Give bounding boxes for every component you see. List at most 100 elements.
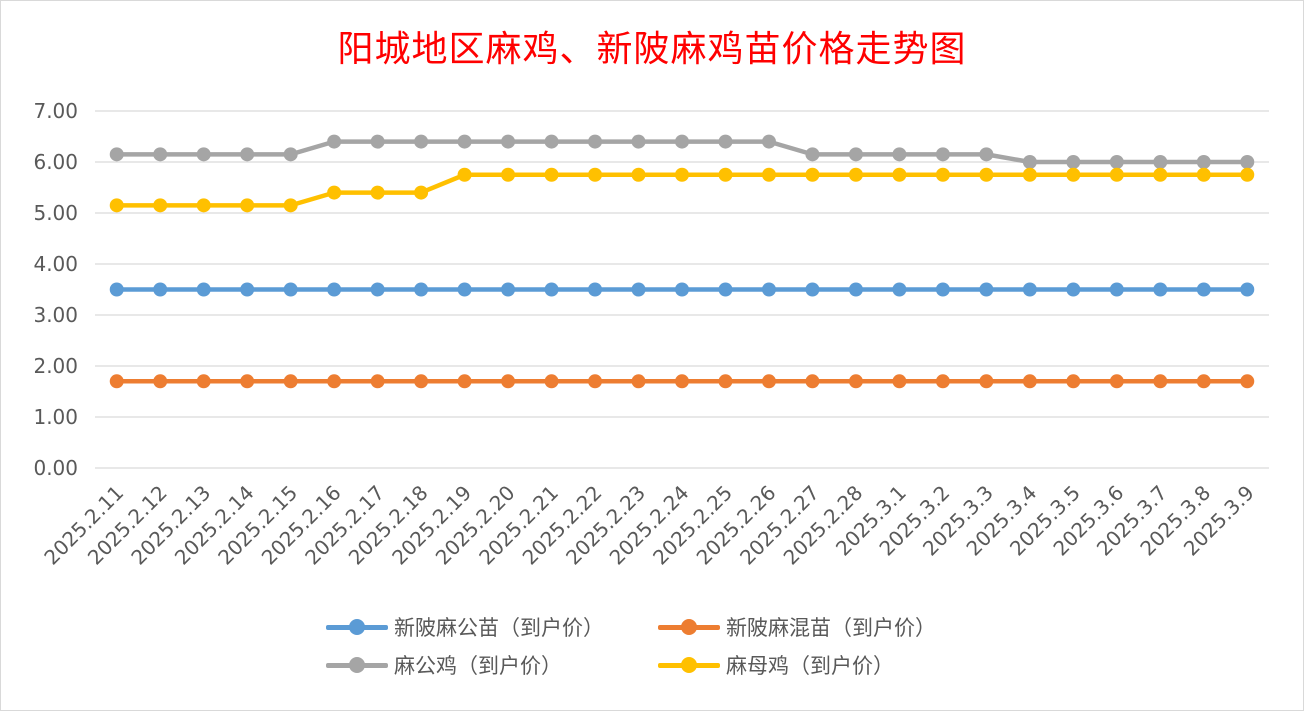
data-point (935, 167, 950, 182)
data-point (544, 282, 559, 297)
data-point (588, 134, 603, 149)
data-point (1240, 282, 1255, 297)
data-point (935, 147, 950, 162)
y-tick-label: 6.00 (33, 150, 78, 174)
data-point (805, 167, 820, 182)
data-point (805, 374, 820, 389)
data-point (718, 134, 733, 149)
data-point (1196, 282, 1211, 297)
data-point (588, 167, 603, 182)
data-point (283, 374, 298, 389)
data-point (1153, 155, 1168, 169)
data-point (848, 282, 863, 297)
y-tick-label: 2.00 (33, 354, 78, 378)
legend-swatch-icon (658, 617, 720, 637)
data-point (631, 282, 646, 297)
data-point (457, 282, 472, 297)
legend-label: 新陂麻公苗（到户价） (394, 616, 604, 640)
data-point (109, 282, 124, 297)
data-point (370, 134, 385, 149)
data-point (414, 134, 429, 149)
data-point (1066, 282, 1081, 297)
data-point (892, 374, 907, 389)
legend-label: 麻公鸡（到户价） (394, 654, 562, 678)
data-point (109, 374, 124, 389)
data-point (761, 167, 776, 182)
data-point (283, 198, 298, 213)
data-point (1240, 167, 1255, 182)
data-point (414, 185, 429, 200)
y-tick-label: 4.00 (33, 252, 78, 276)
data-point (718, 282, 733, 297)
data-point (718, 374, 733, 389)
legend-swatch-icon (326, 617, 388, 637)
data-point (196, 282, 211, 297)
data-point (240, 374, 255, 389)
data-point (979, 374, 994, 389)
data-point (761, 282, 776, 297)
data-point (283, 282, 298, 297)
data-point (457, 167, 472, 182)
data-point (327, 134, 342, 149)
y-tick-label: 3.00 (33, 303, 78, 327)
data-point (1196, 155, 1211, 169)
data-point (1022, 167, 1037, 182)
data-point (196, 374, 211, 389)
data-point (848, 147, 863, 162)
data-point (588, 282, 603, 297)
data-point (414, 374, 429, 389)
data-point (675, 134, 689, 149)
legend-item-1: 新陂麻混苗（到户价） (658, 612, 990, 642)
data-point (283, 147, 298, 162)
data-point (1066, 167, 1081, 182)
data-point (761, 374, 776, 389)
data-point (1153, 167, 1168, 182)
data-point (457, 374, 472, 389)
data-point (153, 282, 168, 297)
data-point (935, 374, 950, 389)
data-point (675, 282, 689, 297)
data-point (979, 147, 994, 162)
data-point (370, 185, 385, 200)
data-point (848, 374, 863, 389)
data-point (1240, 374, 1255, 389)
data-point (1022, 155, 1037, 169)
data-point (501, 374, 516, 389)
data-point (544, 374, 559, 389)
data-point (1196, 374, 1211, 389)
data-point (240, 282, 255, 297)
data-point (153, 198, 168, 213)
data-point (1109, 155, 1124, 169)
chart-title: 阳城地区麻鸡、新陂麻鸡苗价格走势图 (337, 29, 967, 70)
legend-swatch-icon (658, 655, 720, 675)
data-point (892, 147, 907, 162)
data-point (1109, 282, 1124, 297)
data-point (327, 185, 342, 200)
data-point (153, 147, 168, 162)
y-tick-label: 5.00 (33, 201, 78, 225)
data-point (1240, 155, 1255, 169)
data-point (805, 282, 820, 297)
data-point (1153, 282, 1168, 297)
data-point (240, 198, 255, 213)
data-point (1066, 155, 1081, 169)
data-point (848, 167, 863, 182)
legend-label: 新陂麻混苗（到户价） (726, 616, 936, 640)
data-point (675, 374, 689, 389)
data-point (501, 167, 516, 182)
data-point (1196, 167, 1211, 182)
data-point (1022, 282, 1037, 297)
legend: 新陂麻公苗（到户价） 新陂麻混苗（到户价） 麻公鸡（到户价） 麻母鸡（到户价） (326, 608, 1026, 684)
data-point (414, 282, 429, 297)
data-point (892, 167, 907, 182)
data-point (892, 282, 907, 297)
y-tick-label: 0.00 (33, 456, 78, 480)
data-point (1109, 374, 1124, 389)
data-point (327, 374, 342, 389)
legend-item-2: 麻公鸡（到户价） (326, 650, 658, 680)
data-point (109, 198, 124, 213)
legend-item-3: 麻母鸡（到户价） (658, 650, 990, 680)
data-point (675, 167, 689, 182)
